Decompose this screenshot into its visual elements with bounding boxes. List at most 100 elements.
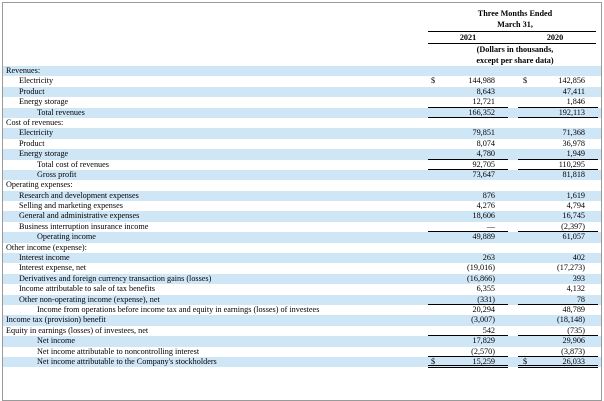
value-2021: 20,294 (472, 304, 495, 314)
units-header-line1: (Dollars in thousands, (476, 45, 554, 54)
value-2021: (331) (477, 294, 495, 304)
table-row: Operating income 49,889 61,057 (3, 232, 601, 243)
subtotal-underline (518, 355, 598, 357)
year-2021-header: 2021 (459, 33, 477, 42)
table-row: Net income attributable to the Company's… (3, 356, 601, 369)
value-2020: (3,873) (561, 346, 585, 356)
value-2021: 876 (482, 190, 495, 200)
subtotal-underline (518, 116, 598, 118)
value-2020: (2,397) (561, 221, 585, 231)
value-2021: 8,643 (476, 86, 495, 96)
subtotal-underline (428, 116, 508, 118)
value-2020: 402 (572, 253, 585, 263)
table-row: Selling and marketing expenses 4,276 4,794 (3, 201, 601, 211)
value-2021: 263 (482, 253, 495, 263)
row-label: Energy storage (19, 149, 69, 159)
value-2020: 26,033 (562, 356, 585, 366)
subtotal-underline (428, 303, 508, 305)
table-row: Income tax (provision) benefit (3,007) (18… (3, 315, 601, 326)
value-2021: 4,276 (476, 201, 495, 211)
value-2020: 61,057 (562, 232, 585, 242)
table-row: Net income 17,829 29,906 (3, 336, 601, 347)
value-2021: 4,780 (476, 149, 495, 159)
value-2020: 47,411 (562, 86, 585, 96)
row-label: Other non-operating income (expense), ne… (19, 294, 160, 304)
subtotal-underline (518, 168, 598, 170)
subtotal-underline (428, 168, 508, 170)
row-label: Cost of revenues: (6, 117, 64, 127)
table-row: Product 8,643 47,411 (3, 86, 601, 98)
row-label: Income tax (provision) benefit (6, 315, 106, 325)
row-label: General and administrative expenses (19, 211, 140, 221)
value-2021: 92,705 (472, 159, 495, 169)
row-label: Derivatives and foreign currency transac… (19, 273, 212, 283)
value-2021: 17,829 (472, 336, 495, 346)
value-2021: 18,606 (472, 211, 495, 221)
table-row: Derivatives and foreign currency transac… (3, 273, 601, 285)
row-label: Product (19, 86, 45, 96)
units-header-line2: except per share data) (476, 56, 554, 65)
value-2021: (3,007) (471, 315, 495, 325)
value-2021: 15,259 (472, 356, 495, 366)
subtotal-underline (428, 335, 508, 337)
value-2020: 71,368 (562, 128, 585, 138)
table-row: Electricity 79,851 71,368 (3, 128, 601, 139)
currency-2020: $ (523, 76, 528, 86)
row-label: Selling and marketing expenses (19, 201, 123, 211)
row-label: Gross profit (37, 169, 77, 179)
table-row: Electricity $144,988 $142,856 (3, 76, 601, 86)
table-row: Gross profit 73,647 81,818 (3, 169, 601, 181)
value-2020: 29,906 (562, 336, 585, 346)
row-label: Total revenues (37, 107, 85, 117)
row-label: Other income (expense): (6, 242, 87, 252)
value-2021: 73,647 (472, 169, 495, 179)
subtotal-underline (518, 158, 598, 160)
income-statement-table: Revenues: Electricity $144,988 $142,856 Prod… (3, 66, 601, 369)
subtotal-underline (428, 231, 508, 233)
value-2021: 79,851 (472, 128, 495, 138)
value-2021: 144,988 (468, 76, 495, 86)
value-2020: (735) (567, 325, 585, 335)
row-label: Income from operations before income tax… (37, 304, 320, 314)
total-double-underline (428, 363, 508, 369)
value-2021: — (486, 221, 495, 231)
value-2020: 4,794 (566, 201, 585, 211)
table-row: Interest income 263 402 (3, 253, 601, 264)
value-2020: 81,818 (562, 169, 585, 179)
row-label: Total cost of revenues (37, 159, 109, 169)
table-row: Income attributable to sale of tax benef… (3, 284, 601, 294)
value-2020: 1,846 (566, 97, 585, 107)
table-row: Other non-operating income (expense), ne… (3, 294, 601, 305)
value-2020: 4,132 (566, 284, 585, 294)
row-label: Net income attributable to noncontrollin… (37, 346, 200, 356)
table-row: Total revenues 166,352 192,113 (3, 107, 601, 118)
row-label: Net income (37, 336, 75, 346)
row-label: Interest expense, net (19, 263, 87, 273)
table-row: Operating expenses: (3, 180, 601, 190)
row-label: Energy storage (19, 97, 69, 107)
value-2020: 36,978 (562, 138, 585, 148)
subtotal-underline (518, 335, 598, 337)
value-2020: 110,295 (558, 159, 585, 169)
subtotal-underline (518, 303, 598, 305)
subtotal-underline (518, 231, 598, 233)
row-label: Electricity (19, 128, 54, 138)
row-label: Research and development expenses (19, 190, 139, 200)
value-2020: 142,856 (558, 76, 585, 86)
subtotal-underline (428, 355, 508, 357)
total-double-underline (518, 363, 598, 369)
table-row: Revenues: (3, 66, 601, 77)
period-header-rule (428, 31, 596, 32)
table-row: Interest expense, net (19,016) (17,273) (3, 263, 601, 273)
table-row: Energy storage 4,780 1,949 (3, 149, 601, 160)
row-label: Product (19, 138, 45, 148)
table-row: Equity in earnings (losses) of investees… (3, 325, 601, 337)
value-2020: 393 (572, 273, 585, 283)
row-label: Income attributable to sale of tax benef… (19, 284, 155, 294)
table-row: Net income attributable to noncontrollin… (3, 347, 601, 357)
subtotal-underline (428, 106, 508, 108)
currency-2021: $ (431, 356, 436, 366)
subtotal-underline (428, 158, 508, 160)
currency-2021: $ (431, 76, 436, 86)
value-2020: 48,789 (562, 304, 585, 314)
